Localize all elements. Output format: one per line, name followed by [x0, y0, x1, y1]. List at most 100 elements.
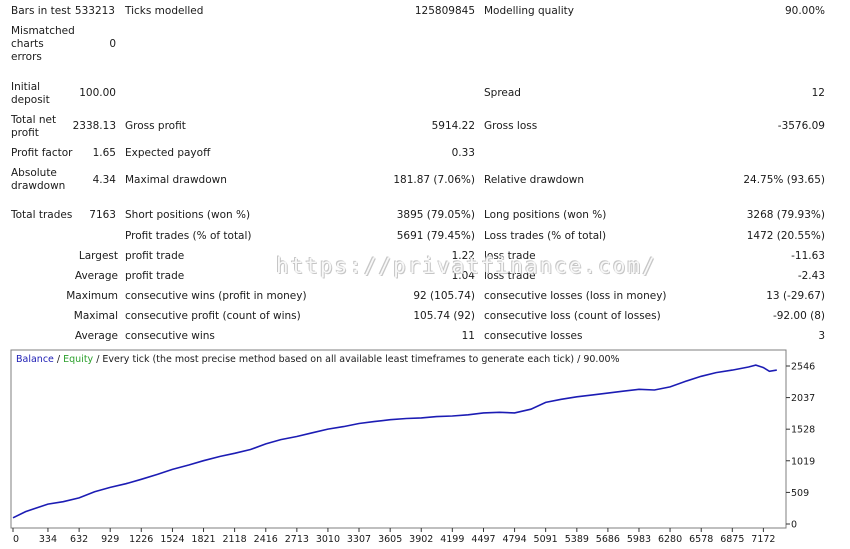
gross-loss-value: -3576.09 [777, 120, 825, 132]
chart-legend: Balance / Equity / Every tick (the most … [16, 354, 620, 365]
maximum-label: Maximum [66, 290, 118, 302]
total-net-profit-value: 2338.13 [72, 120, 116, 132]
largest-profit-value: 1.22 [451, 250, 475, 262]
gross-profit-label: Gross profit [125, 120, 186, 132]
profit-trades-label: Profit trades (% of total) [125, 230, 252, 242]
avg-consecutive-wins-label: consecutive wins [125, 330, 215, 342]
x-tick-label: 3010 [316, 534, 340, 545]
x-tick-label: 6875 [720, 534, 744, 545]
largest-loss-value: -11.63 [791, 250, 825, 262]
spread-label: Spread [484, 87, 521, 99]
x-tick-label: 5983 [627, 534, 651, 545]
largest-label: Largest [78, 250, 118, 262]
legend-equity: Equity [63, 354, 93, 365]
balance-chart: Balance / Equity / Every tick (the most … [10, 349, 815, 545]
profit-trades-value: 5691 (79.45%) [396, 230, 475, 242]
mismatched-errors-value: 0 [109, 38, 116, 50]
gross-profit-value: 5914.22 [431, 120, 475, 132]
loss-trades-value: 1472 (20.55%) [746, 230, 825, 242]
average-profit-label: profit trade [125, 270, 185, 282]
avg-consecutive-wins-value: 11 [461, 330, 475, 342]
y-tick-label: 0 [791, 520, 797, 531]
maximal-consecutive-loss-label: consecutive loss (count of losses) [484, 310, 661, 322]
legend-description: / Every tick (the most precise method ba… [93, 354, 619, 365]
maximal-consecutive-loss-value: -92.00 (8) [772, 310, 825, 322]
max-consecutive-losses-label: consecutive losses (loss in money) [484, 290, 667, 302]
expected-payoff-value: 0.33 [451, 147, 475, 159]
x-tick-label: 2416 [254, 534, 278, 545]
balance-series-line [12, 364, 777, 519]
spread-value: 12 [811, 87, 825, 99]
x-tick-label: 929 [101, 534, 119, 545]
max-consecutive-losses-value: 13 (-29.67) [766, 290, 825, 302]
x-tick-label: 1821 [191, 534, 215, 545]
modelling-quality-label: Modelling quality [484, 5, 574, 17]
x-tick-label: 2118 [223, 534, 247, 545]
expected-payoff-label: Expected payoff [125, 147, 211, 159]
x-tick-label: 4794 [502, 534, 526, 545]
x-axis: 0 334 632 929 1226 1524 1821 2118 2416 2713 3010 33… [12, 528, 775, 545]
x-tick-label: 3605 [378, 534, 402, 545]
profit-factor-value: 1.65 [92, 147, 116, 159]
x-tick-label: 3307 [347, 534, 371, 545]
total-trades-value: 7163 [89, 209, 116, 221]
bars-in-test-label: Bars in test [11, 5, 71, 17]
long-positions-value: 3268 (79.93%) [746, 209, 825, 221]
y-tick-label: 1528 [791, 425, 815, 436]
mismatched-errors-label: Mismatched charts errors [11, 25, 75, 63]
max-consecutive-wins-value: 92 (105.74) [413, 290, 475, 302]
max-consecutive-wins-label: consecutive wins (profit in money) [125, 290, 307, 302]
average-loss-label: loss trade [484, 270, 536, 282]
largest-profit-label: profit trade [125, 250, 185, 262]
x-tick-label: 6578 [689, 534, 713, 545]
legend-balance: Balance [16, 354, 54, 365]
long-positions-label: Long positions (won %) [484, 209, 607, 221]
x-tick-label: 0 [13, 534, 19, 545]
x-tick-label: 5686 [596, 534, 620, 545]
initial-deposit-value: 100.00 [79, 87, 116, 99]
largest-loss-label: loss trade [484, 250, 536, 262]
x-tick-label: 4497 [471, 534, 495, 545]
relative-drawdown-label: Relative drawdown [484, 174, 585, 186]
chart-plot-area [10, 349, 787, 529]
avg-consecutive-losses-label: consecutive losses [484, 330, 583, 342]
bars-in-test-value: 533213 [74, 5, 115, 17]
maximal-consecutive-profit-value: 105.74 (92) [413, 310, 475, 322]
x-tick-label: 3902 [409, 534, 433, 545]
modelling-quality-value: 90.00% [784, 5, 825, 17]
x-tick-label: 1524 [160, 534, 184, 545]
x-tick-label: 334 [39, 534, 57, 545]
relative-drawdown-value: 24.75% (93.65) [743, 174, 825, 186]
x-tick-label: 6280 [658, 534, 682, 545]
short-positions-value: 3895 (79.05%) [396, 209, 475, 221]
average-loss-value: -2.43 [797, 270, 825, 282]
legend-separator: / [54, 354, 63, 365]
initial-deposit-label: Initial deposit [11, 81, 50, 106]
average-consecutive-label: Average [74, 330, 118, 342]
x-tick-label: 5091 [534, 534, 558, 545]
gross-loss-label: Gross loss [484, 120, 538, 132]
maximal-drawdown-value: 181.87 (7.06%) [393, 174, 475, 186]
absolute-drawdown-value: 4.34 [92, 174, 116, 186]
x-tick-label: 1226 [129, 534, 153, 545]
x-tick-label: 2713 [285, 534, 309, 545]
average-profit-value: 1.04 [451, 270, 475, 282]
y-tick-label: 2037 [791, 393, 815, 404]
total-trades-label: Total trades [11, 209, 73, 221]
y-tick-label: 2546 [791, 362, 815, 373]
maximal-label: Maximal [73, 310, 118, 322]
loss-trades-label: Loss trades (% of total) [484, 230, 607, 242]
avg-consecutive-losses-value: 3 [818, 330, 825, 342]
ticks-modelled-value: 125809845 [414, 5, 475, 17]
short-positions-label: Short positions (won %) [125, 209, 251, 221]
y-tick-label: 1019 [791, 456, 815, 467]
x-tick-label: 632 [70, 534, 88, 545]
profit-factor-label: Profit factor [11, 147, 73, 159]
x-tick-label: 7172 [751, 534, 775, 545]
absolute-drawdown-label: Absolute drawdown [11, 167, 66, 192]
maximal-consecutive-profit-label: consecutive profit (count of wins) [125, 310, 301, 322]
average-label: Average [74, 270, 118, 282]
maximal-drawdown-label: Maximal drawdown [125, 174, 227, 186]
y-tick-label: 509 [791, 488, 809, 499]
x-tick-label: 5389 [565, 534, 589, 545]
